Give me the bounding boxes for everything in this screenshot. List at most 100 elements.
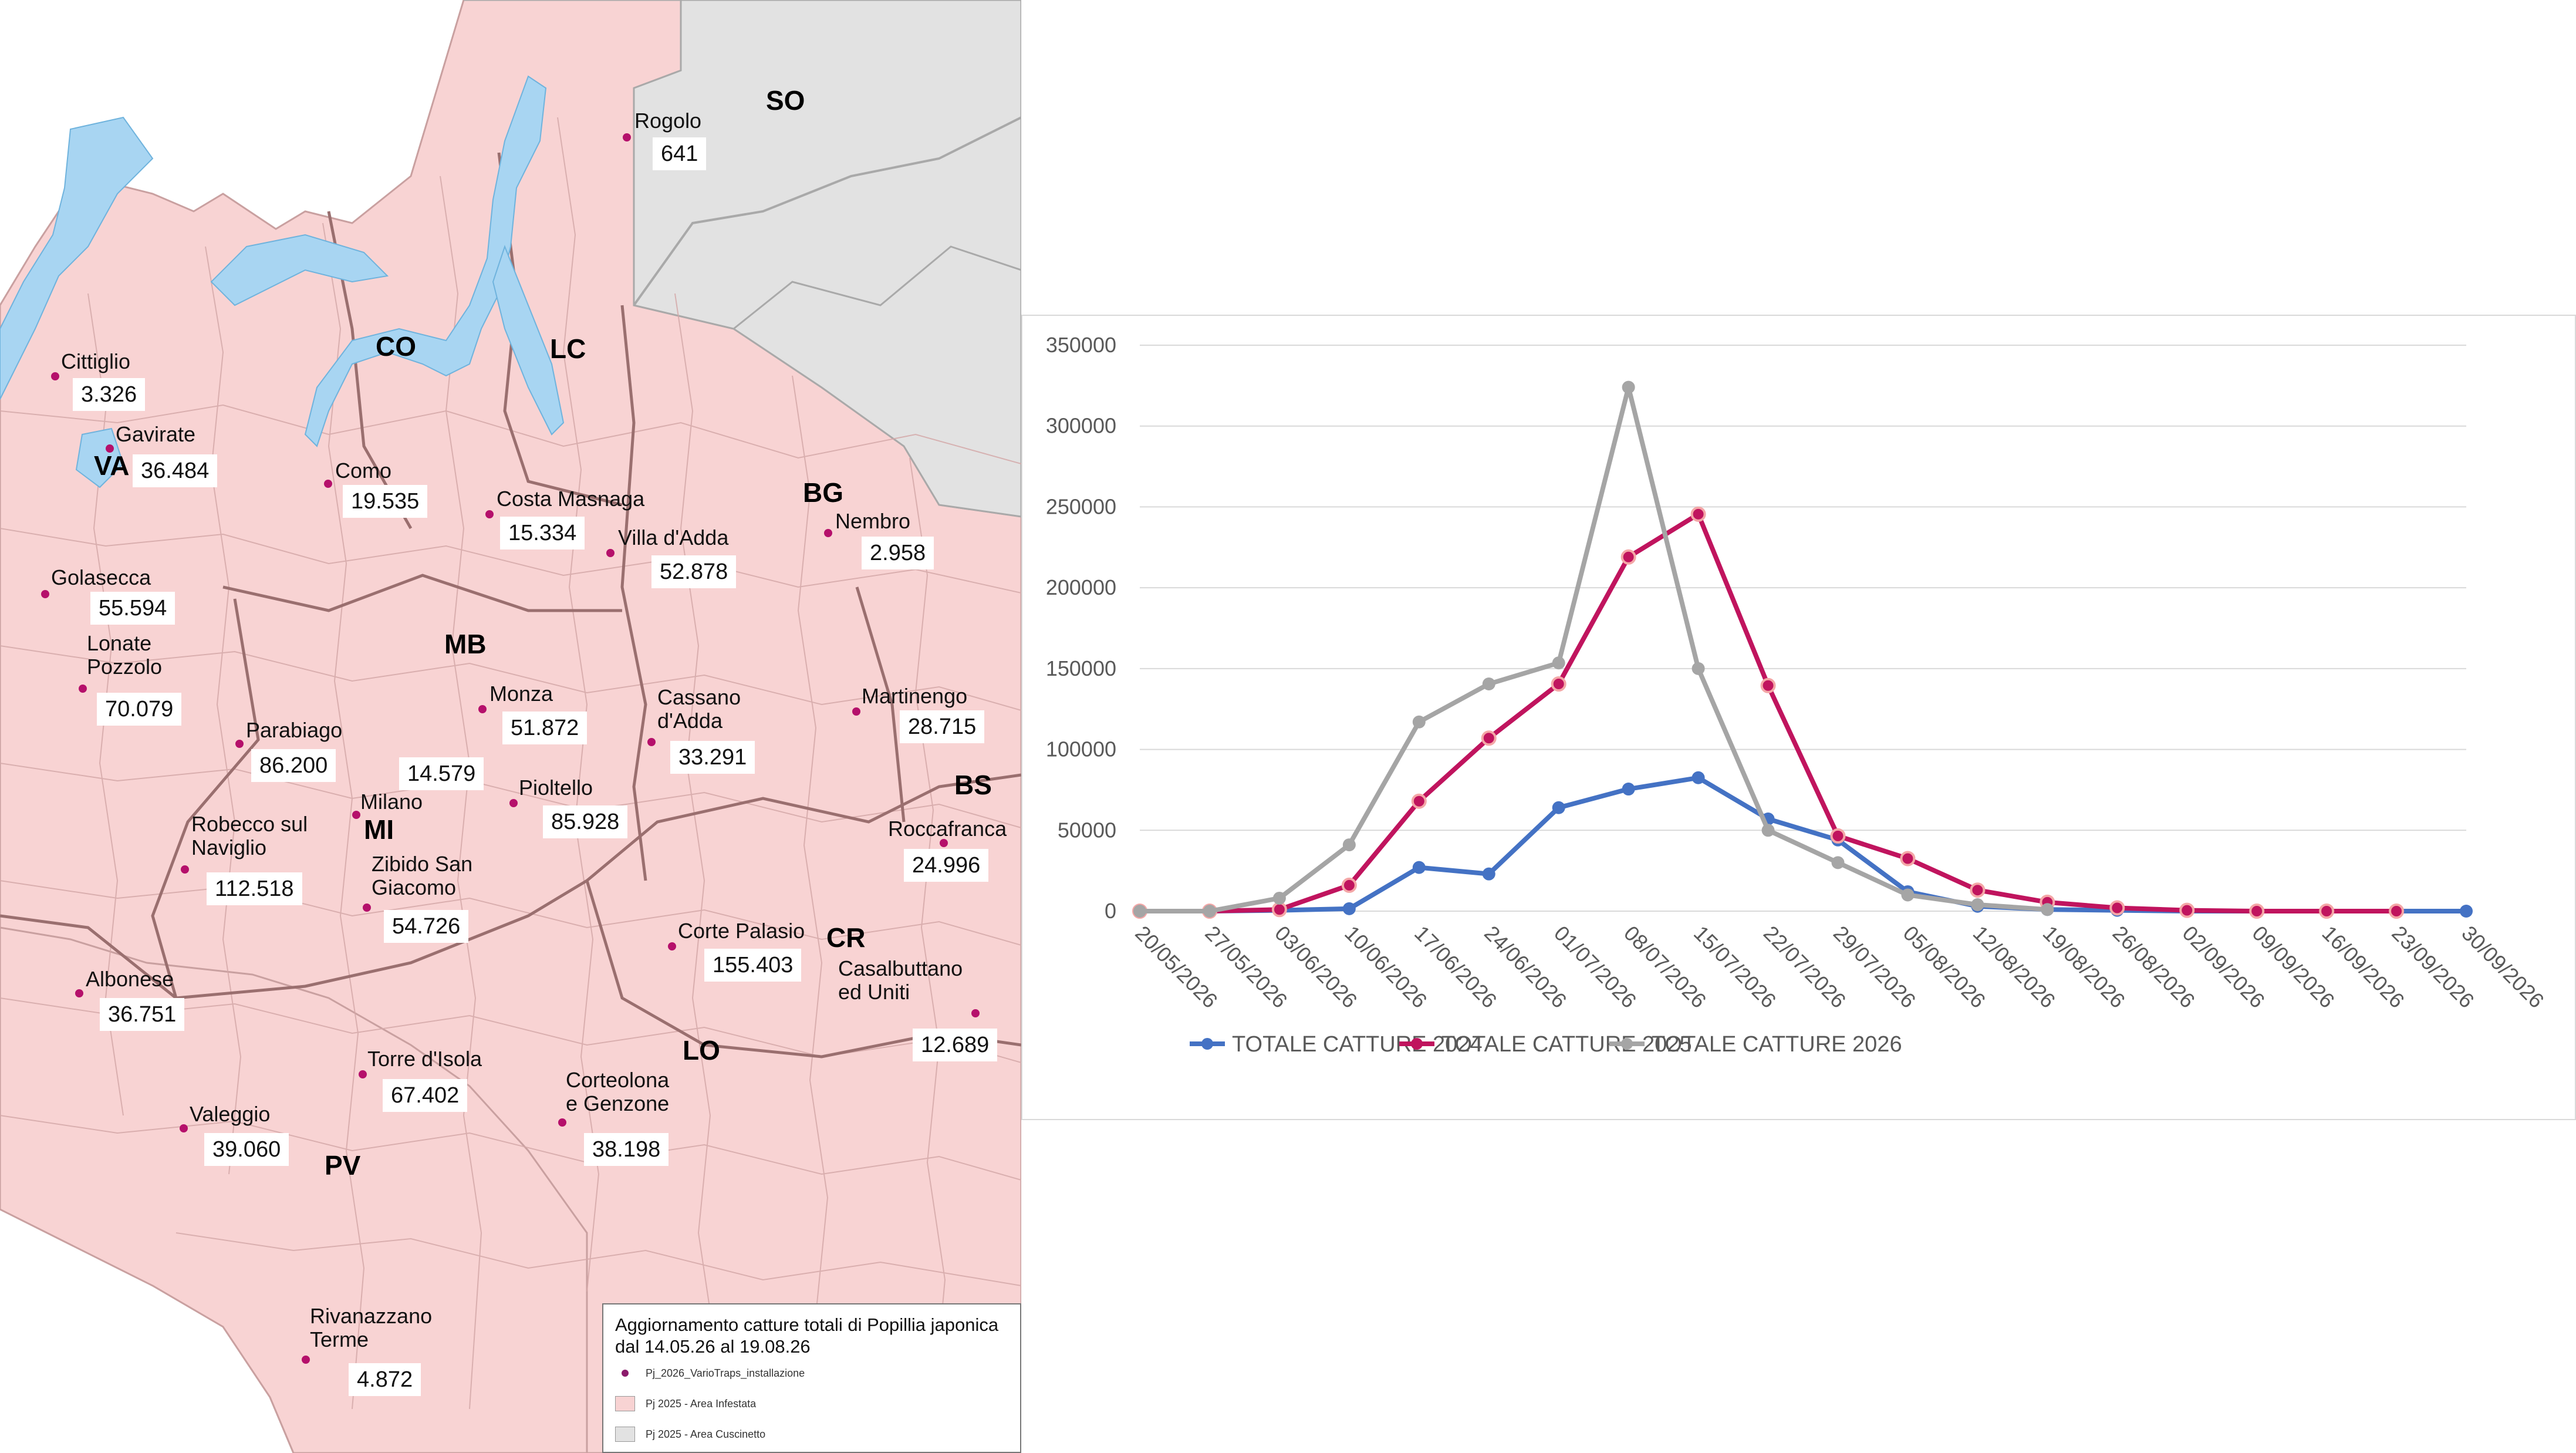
location-count: 39.060 (204, 1133, 289, 1166)
data-point (1551, 676, 1566, 692)
y-tick-label: 100000 (1046, 737, 1116, 761)
legend-label: TOTALE CATTURE 2024 (1232, 1032, 1483, 1057)
location-count: 85.928 (543, 805, 628, 838)
data-point (1971, 898, 1984, 911)
location-name: Robecco sul Naviglio (191, 812, 308, 859)
map-legend: Aggiornamento catture totali di Popillia… (602, 1303, 1021, 1453)
location-count: 3.326 (73, 378, 146, 411)
province-label-va: VA (94, 450, 130, 481)
location-name: Cittiglio (61, 349, 131, 373)
y-tick-label: 200000 (1046, 575, 1116, 599)
data-point (1552, 801, 1565, 814)
location-name: Gavirate (116, 422, 196, 446)
trap-markers (41, 133, 980, 1364)
location-count: 24.996 (904, 849, 989, 882)
data-point (1761, 824, 1775, 837)
legend-label: TOTALE CATTURE 2025 (1441, 1032, 1692, 1057)
data-point (1622, 783, 1635, 796)
location-name: Pioltello (519, 776, 593, 800)
province-label-cr: CR (826, 922, 866, 953)
buffer-swatch-icon (615, 1427, 635, 1442)
location-name: Martinengo (862, 684, 968, 708)
legend-item-infested: Pj 2025 - Area Infestata (615, 1389, 1008, 1418)
location-name: Costa Masnaga (497, 487, 645, 511)
data-point (1830, 828, 1846, 844)
data-point (2319, 904, 2335, 919)
data-point (1760, 677, 1776, 693)
lake-maggiore (0, 116, 154, 400)
location-count: 54.726 (384, 910, 469, 943)
legend-item-label: Pj_2026_VarioTraps_installazione (646, 1367, 805, 1379)
trap-dot-icon (622, 1370, 629, 1377)
legend-item-label: Pj 2025 - Area Infestata (646, 1397, 757, 1410)
series-line-3 (1140, 385, 2048, 913)
location-count: 52.878 (651, 555, 737, 588)
location-name: Lonate Pozzolo (87, 631, 163, 679)
province-label-bs: BS (954, 770, 992, 800)
location-count: 14.579 (399, 757, 484, 790)
series-line-2 (1140, 511, 2397, 913)
y-tick-label: 250000 (1046, 494, 1116, 518)
province-label-mi: MI (364, 814, 394, 845)
location-count: 38.198 (584, 1133, 669, 1166)
province-label-lc: LC (550, 333, 586, 364)
legend-marker-icon (1411, 1038, 1423, 1050)
location-count: 12.689 (913, 1029, 998, 1061)
location-name: Monza (489, 682, 553, 706)
location-name: Milano (360, 790, 423, 814)
data-point (1692, 662, 1705, 675)
data-point (1900, 851, 1916, 867)
map-panel[interactable]: SO CO LC VA BG MB MI BS CR LO PV Rogolo … (0, 0, 1021, 1453)
data-point (2389, 904, 2405, 919)
location-name: Zibido San Giacomo (372, 852, 473, 899)
captures-line-chart: 0 50000 100000 150000 200000 250000 300000 3500… (1046, 333, 2549, 1057)
location-count: 112.518 (207, 872, 302, 905)
location-count: 70.079 (97, 693, 182, 726)
data-point (1133, 905, 1146, 918)
data-point (1341, 877, 1357, 893)
location-name: Roccafranca (888, 817, 1007, 841)
province-label-lo: LO (683, 1035, 720, 1066)
data-point (1831, 856, 1845, 869)
data-point (1622, 380, 1635, 394)
y-tick-label: 0 (1105, 899, 1116, 923)
data-point (1271, 902, 1287, 918)
location-count: 28.715 (900, 710, 985, 743)
data-point (1412, 861, 1426, 874)
location-name: Nembro (835, 509, 911, 533)
data-point (1411, 793, 1427, 809)
location-name: Torre d'Isola (367, 1047, 482, 1071)
data-point (1690, 506, 1706, 522)
location-count: 67.402 (383, 1079, 468, 1112)
legend-item-buffer: Pj 2025 - Area Cuscinetto (615, 1420, 1008, 1449)
location-count: 641 (653, 137, 707, 170)
data-point (1482, 677, 1495, 691)
data-point (1482, 867, 1495, 881)
data-point (1272, 891, 1286, 905)
y-tick-label: 150000 (1046, 656, 1116, 680)
location-name: Rogolo (634, 109, 702, 133)
location-name: Villa d'Adda (618, 525, 729, 549)
location-name: Rivanazzano Terme (310, 1304, 433, 1351)
legend-label: TOTALE CATTURE 2026 (1652, 1032, 1902, 1057)
data-point (2109, 900, 2125, 916)
location-count: 15.334 (500, 517, 585, 549)
location-count: 36.484 (133, 454, 218, 487)
location-count: 33.291 (670, 741, 755, 774)
legend-marker-icon (1201, 1038, 1213, 1050)
data-point (1342, 838, 1356, 852)
data-point (1692, 771, 1705, 784)
province-label-so: SO (766, 85, 805, 116)
location-name: Golasecca (51, 565, 151, 589)
y-tick-label: 300000 (1046, 414, 1116, 438)
legend-marker-icon (1621, 1038, 1633, 1050)
location-name: Albonese (86, 967, 174, 991)
location-count: 2.958 (862, 537, 934, 569)
location-count: 36.751 (100, 998, 185, 1031)
location-count: 51.872 (502, 712, 588, 744)
legend-item-label: Pj 2025 - Area Cuscinetto (646, 1428, 766, 1440)
location-count: 19.535 (343, 485, 428, 518)
location-name: Casalbuttano ed Uniti (838, 956, 963, 1004)
location-count: 55.594 (90, 592, 175, 625)
buffer-area (464, 0, 1021, 518)
